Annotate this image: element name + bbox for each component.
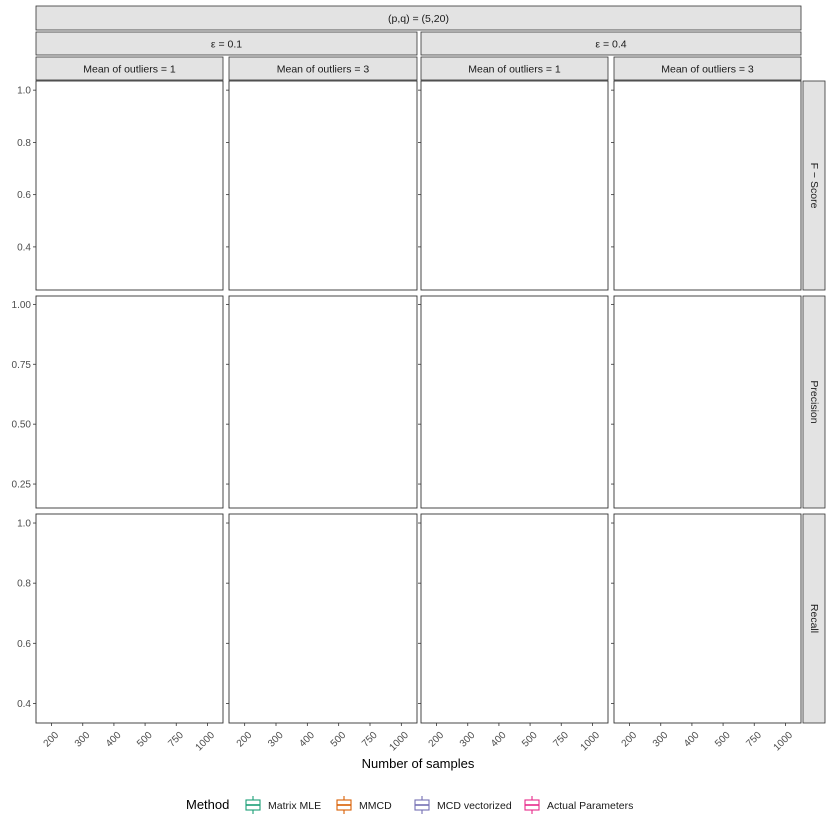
legend-title: Method [186, 797, 229, 812]
strip-outliers-label: Mean of outliers = 1 [83, 64, 176, 76]
legend-label: Matrix MLE [268, 800, 321, 812]
y-tick-label: 0.4 [17, 699, 31, 710]
y-tick-label: 0.8 [17, 579, 31, 590]
panel-0-0: 0.4 0.6 0.8 1.0 [17, 80, 224, 291]
panel-2-1: 200 300 400 500 750 1000 [226, 513, 418, 753]
y-tick-label: 0.8 [17, 138, 31, 149]
legend-item-matrix-mle: Matrix MLE [245, 796, 321, 814]
panel-border [613, 80, 802, 291]
panel-2-2: 200 300 400 500 750 1000 [418, 513, 609, 753]
strip-outliers-label: Mean of outliers = 1 [468, 64, 561, 76]
strip-outliers-1: Mean of outliers = 3 [228, 56, 418, 81]
strip-epsilon-label: ε = 0.4 [595, 39, 626, 51]
strip-epsilon-label: ε = 0.1 [211, 39, 242, 51]
y-tick-label: 0.6 [17, 639, 31, 650]
panel-border [35, 295, 224, 509]
row-label-fscore: F − Score [808, 163, 820, 209]
y-tick-label: 0.4 [17, 242, 31, 253]
legend-item-actual-parameters: Actual Parameters [524, 796, 633, 814]
y-tick-label: 1.0 [17, 519, 31, 530]
strip-row-fscore: F − Score [802, 80, 826, 291]
panel-border [420, 295, 609, 509]
strip-epsilon-0: ε = 0.1 [35, 31, 418, 56]
strip-row-recall: Recall [802, 513, 826, 724]
legend-label: MMCD [359, 800, 392, 812]
panel-border [420, 80, 609, 291]
panel-border [613, 513, 802, 724]
legend-items: Matrix MLE MMCD MCD vectorized Actual Param… [245, 796, 633, 814]
legend: Method Matrix MLE MMCD MCD vectorized Actua… [186, 796, 633, 814]
chart-title: (p,q) = (5,20) [388, 13, 449, 25]
panel-1-1 [226, 295, 418, 509]
strip-row-precision: Precision [802, 295, 826, 509]
panel-border [420, 513, 609, 724]
panel-1-0: 0.25 0.50 0.75 1.00 [12, 295, 224, 509]
panel-border [228, 295, 418, 509]
y-tick-label: 0.25 [12, 480, 32, 491]
strip-pq: (p,q) = (5,20) [35, 5, 802, 31]
legend-label: Actual Parameters [547, 800, 633, 812]
panel-border [228, 80, 418, 291]
strip-outliers-0: Mean of outliers = 1 [35, 56, 224, 81]
y-tick-label: 1.0 [17, 86, 31, 97]
strip-outliers-label: Mean of outliers = 3 [277, 64, 370, 76]
panels-layer: 0.4 0.6 0.8 1.0 0.25 0.50 0.75 1.00 0.4 0.6 0.8 1.0… [12, 80, 802, 753]
panel-border [35, 80, 224, 291]
legend-label: MCD vectorized [437, 800, 512, 812]
strip-epsilon-1: ε = 0.4 [420, 31, 802, 56]
legend-item-mmcd: MMCD [336, 796, 392, 814]
panel-0-2 [418, 80, 609, 291]
panel-0-1 [226, 80, 418, 291]
strip-outliers-label: Mean of outliers = 3 [661, 64, 754, 76]
y-tick-label: 0.6 [17, 190, 31, 201]
panel-border [35, 513, 224, 724]
legend-item-mcd-vectorized: MCD vectorized [414, 796, 512, 814]
y-tick-label: 0.50 [12, 420, 32, 431]
strip-outliers-2: Mean of outliers = 1 [420, 56, 609, 81]
panel-1-2 [418, 295, 609, 509]
panel-0-3 [611, 80, 802, 291]
panel-border [228, 513, 418, 724]
panel-2-3: 200 300 400 500 750 1000 [611, 513, 802, 753]
row-label-recall: Recall [808, 604, 820, 633]
row-label-precision: Precision [808, 380, 820, 423]
y-tick-label: 0.75 [12, 360, 32, 371]
panel-border [613, 295, 802, 509]
strip-outliers-3: Mean of outliers = 3 [613, 56, 802, 81]
x-axis-title: Number of samples [362, 756, 475, 771]
panel-1-3 [611, 295, 802, 509]
y-tick-label: 1.00 [12, 300, 32, 311]
